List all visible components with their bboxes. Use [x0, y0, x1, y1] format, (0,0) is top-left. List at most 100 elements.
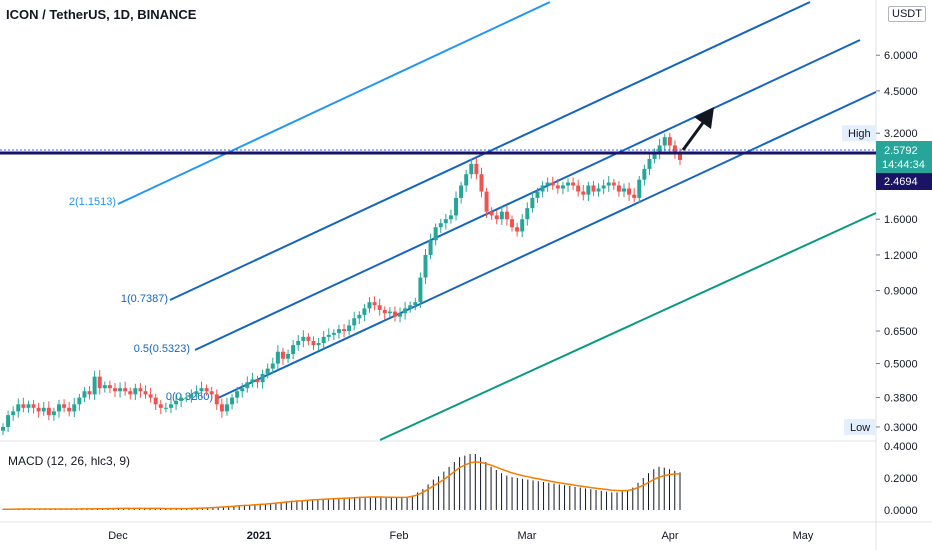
- candle: [62, 404, 67, 408]
- macd-title[interactable]: MACD (12, 26, hlc3, 9): [8, 454, 131, 468]
- candle: [566, 182, 571, 186]
- candle: [560, 185, 565, 189]
- price-tick-label: 3.2000: [884, 128, 918, 140]
- price-tick-label: 0.6500: [884, 326, 918, 338]
- high-label-box: [842, 125, 876, 142]
- candle: [438, 223, 443, 228]
- candle: [326, 334, 331, 337]
- channel-line-0: [217, 91, 877, 399]
- time-label: Mar: [518, 530, 537, 542]
- candle: [504, 211, 509, 220]
- candle: [464, 174, 469, 186]
- candle: [36, 407, 41, 412]
- candle: [382, 309, 387, 314]
- candle: [474, 163, 479, 175]
- candle: [469, 163, 474, 175]
- candle: [286, 353, 291, 359]
- candle: [230, 397, 235, 405]
- candle: [97, 376, 102, 389]
- candle: [510, 219, 515, 228]
- candle: [255, 379, 260, 383]
- time-label: Dec: [108, 530, 128, 542]
- candle: [362, 308, 367, 315]
- candle: [377, 305, 382, 310]
- candle: [489, 211, 494, 216]
- candle: [347, 325, 352, 331]
- candle: [16, 404, 21, 412]
- candle: [515, 227, 520, 232]
- candle: [672, 145, 677, 155]
- candle: [92, 376, 97, 395]
- candle: [31, 404, 36, 408]
- candle: [301, 336, 306, 341]
- last-price-box: [876, 141, 932, 173]
- channel-line-1: [169, 1, 811, 301]
- candles: [1, 132, 682, 436]
- candle: [77, 397, 82, 405]
- candle: [306, 336, 311, 341]
- candle: [158, 404, 163, 408]
- candle: [143, 391, 148, 395]
- candle: [1, 426, 5, 431]
- candle: [56, 404, 61, 412]
- candle: [606, 182, 611, 186]
- level-price-value: 2.4694: [884, 176, 918, 188]
- candle: [530, 197, 535, 209]
- candle: [601, 185, 606, 189]
- candle: [112, 388, 117, 392]
- candle: [342, 329, 347, 331]
- candle: [179, 397, 184, 401]
- candle: [123, 388, 128, 392]
- candle: [316, 343, 321, 346]
- price-tick-label: 1.2000: [884, 250, 918, 262]
- price-axis[interactable]: 6.0000 4.5000 3.2000 1.6000 1.2000 0.9000 0.65…: [842, 50, 932, 517]
- candle: [418, 277, 423, 303]
- candle: [138, 388, 143, 392]
- fib-label: 2(1.1513): [69, 196, 116, 208]
- candle: [611, 182, 616, 186]
- candle: [647, 158, 652, 169]
- candle: [270, 363, 275, 369]
- candle: [499, 211, 504, 220]
- high-label: High: [848, 128, 871, 140]
- candle: [535, 191, 540, 198]
- macd-tick-label: 0.2000: [884, 473, 918, 485]
- price-tick-label: 1.6000: [884, 214, 918, 226]
- low-label-box: [844, 418, 876, 435]
- candle: [235, 391, 240, 398]
- candle: [336, 329, 341, 333]
- candle: [662, 137, 667, 146]
- candle: [571, 182, 576, 186]
- macd-plot: [2, 454, 681, 510]
- candle: [596, 188, 601, 192]
- price-tick-label: 4.5000: [884, 86, 918, 98]
- candle: [163, 407, 168, 409]
- candle: [387, 311, 392, 314]
- channel-line-2: [117, 1, 551, 205]
- candle: [189, 394, 194, 398]
- candle: [265, 368, 270, 374]
- price-tick-label: 0.3000: [884, 422, 918, 434]
- fib-channel[interactable]: 2(1.1513)1(0.7387)0.5(0.5323)0(0.3260): [69, 1, 877, 441]
- candle: [392, 311, 397, 317]
- candle: [11, 411, 16, 416]
- candle: [657, 145, 662, 155]
- chart-title[interactable]: ICON / TetherUS, 1D, BINANCE: [6, 7, 197, 22]
- candle: [581, 191, 586, 195]
- candle: [678, 154, 682, 160]
- candle: [433, 227, 438, 241]
- candle: [484, 191, 489, 212]
- candle: [545, 182, 550, 186]
- candle: [21, 404, 26, 408]
- candle: [423, 254, 428, 278]
- candle: [413, 302, 418, 306]
- candle: [555, 185, 560, 189]
- candle: [525, 208, 530, 220]
- time-label: May: [793, 530, 814, 542]
- currency-button[interactable]: USDT: [888, 6, 926, 22]
- candle: [520, 219, 525, 232]
- candle: [627, 188, 632, 195]
- candle: [133, 388, 138, 395]
- time-axis[interactable]: Dec 2021 Feb Mar Apr May: [108, 530, 814, 542]
